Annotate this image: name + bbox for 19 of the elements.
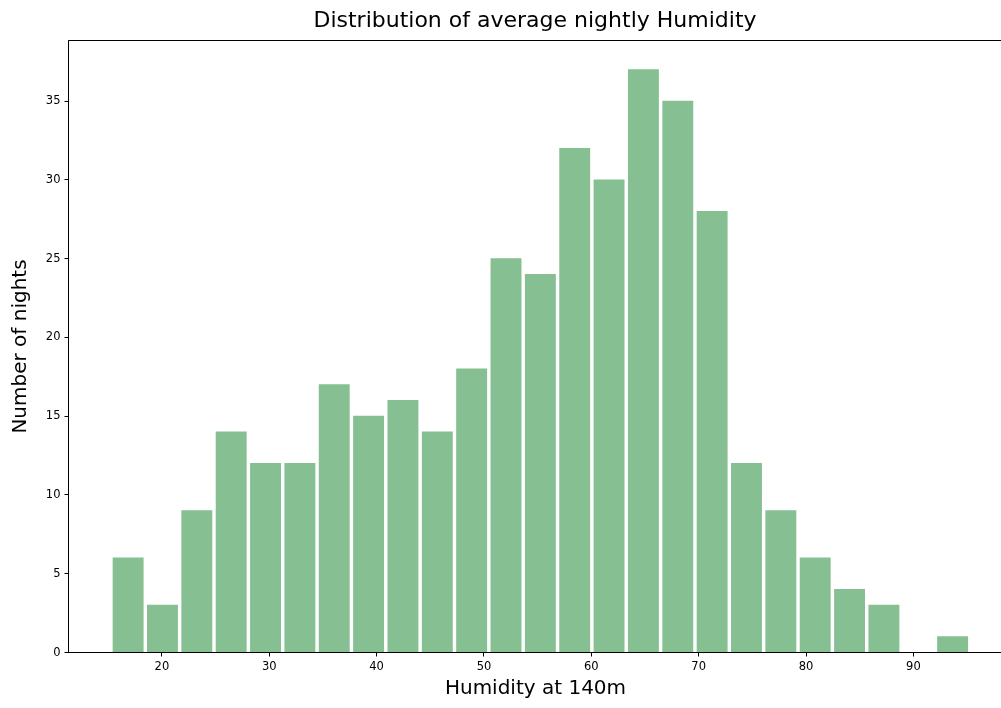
x-tick-label: 80 (798, 658, 814, 673)
x-tick-label: 40 (369, 658, 384, 673)
y-tick-label: 10 (45, 486, 61, 501)
y-tick-label: 0 (53, 644, 61, 659)
x-tick-label: 50 (476, 658, 492, 673)
x-tick-label: 20 (154, 658, 170, 673)
y-tick-label: 35 (45, 93, 61, 108)
chart-title: Distribution of average nightly Humidity (313, 7, 757, 32)
y-tick-label: 15 (45, 408, 61, 423)
y-tick-label: 25 (45, 250, 61, 265)
y-tick-label: 20 (45, 329, 61, 344)
x-tick-label: 30 (261, 658, 277, 673)
y-tick-label: 5 (53, 565, 61, 580)
x-tick-label: 90 (906, 658, 921, 673)
y-tick-label: 30 (45, 171, 61, 186)
x-tick-label: 70 (691, 658, 706, 673)
x-tick-label: 60 (584, 658, 599, 673)
x-axis-title: Humidity at 140m (444, 675, 627, 699)
y-axis-title: Number of nights (6, 259, 31, 434)
